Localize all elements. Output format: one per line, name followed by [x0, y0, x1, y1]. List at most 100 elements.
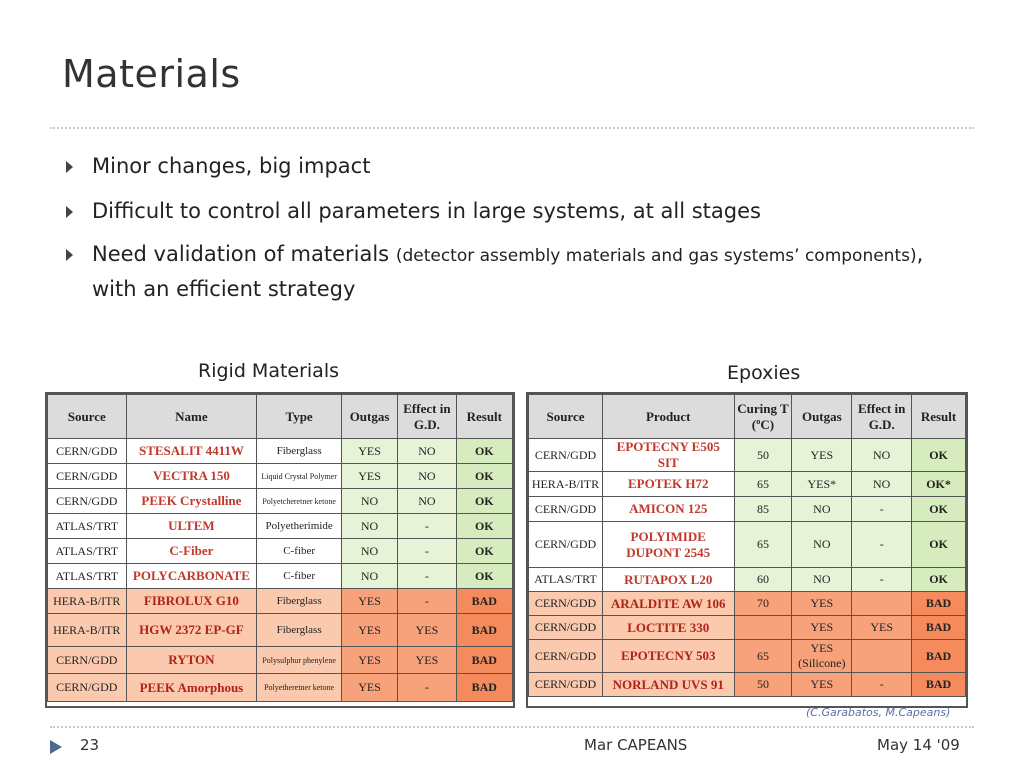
- table-row: ATLAS/TRT POLYCARBONATE C-fiber NO - OK: [47, 563, 514, 589]
- cell-outgas: YES*: [791, 471, 853, 497]
- cell-type: Polysulphur phenylene: [256, 646, 342, 674]
- cell-effect: -: [397, 538, 457, 564]
- header-result: Result: [911, 394, 966, 439]
- table-row: ATLAS/TRT ULTEM Polyetherimide NO - OK: [47, 513, 514, 539]
- table-row: CERN/GDD PEEK Amorphous Polyetheretner ket…: [47, 673, 514, 702]
- table-row: ATLAS/TRT C-Fiber C-fiber NO - OK: [47, 538, 514, 564]
- cell-outgas: YES: [340, 588, 399, 614]
- cell-source: CERN/GDD: [47, 673, 127, 702]
- cell-outgas: YES: [791, 615, 853, 640]
- cell-result: OK: [911, 438, 966, 472]
- cell-type: Fiberglass: [256, 438, 342, 464]
- cell-result: OK: [911, 496, 966, 522]
- footer-author: Mar CAPEANS: [584, 736, 688, 754]
- cell-outgas: YES: [791, 591, 853, 616]
- cell-outgas: YES: [340, 613, 399, 647]
- cell-curing: 60: [733, 567, 793, 592]
- cell-type: Polyetherimide: [256, 513, 342, 539]
- cell-result: BAD: [911, 639, 966, 673]
- cell-effect: NO: [397, 488, 457, 514]
- cell-source: CERN/GDD: [528, 591, 603, 616]
- cell-outgas: YES: [340, 646, 399, 674]
- cell-product: RUTAPOX L20: [601, 567, 735, 592]
- table-row: HERA-B/ITR HGW 2372 EP-GF Fiberglass YES YES…: [47, 613, 514, 647]
- cell-source: CERN/GDD: [528, 639, 603, 673]
- cell-effect: -: [397, 588, 457, 614]
- cell-type: Polyetheretner ketone: [256, 673, 342, 702]
- cell-product: AMICON 125: [601, 496, 735, 522]
- cell-type: C-fiber: [256, 563, 342, 589]
- cell-source: ATLAS/TRT: [47, 563, 127, 589]
- cell-product: EPOTECNY E505 SIT: [601, 438, 735, 472]
- cell-curing: 65: [733, 521, 793, 568]
- table-row: HERA-B/ITR FIBROLUX G10 Fiberglass YES - BAD: [47, 588, 514, 614]
- cell-result: OK: [455, 563, 514, 589]
- table-row: CERN/GDD AMICON 125 85 NO - OK: [528, 496, 966, 522]
- cell-result: OK: [455, 438, 514, 464]
- cell-name: STESALIT 4411W: [125, 438, 258, 464]
- table-row: CERN/GDD RYTON Polysulphur phenylene YES YES…: [47, 646, 514, 674]
- bullet-item: Difficult to control all parameters in l…: [66, 195, 761, 228]
- cell-result: OK: [911, 567, 966, 592]
- cell-result: BAD: [911, 672, 966, 697]
- header-source: Source: [528, 394, 603, 439]
- cell-source: CERN/GDD: [528, 438, 603, 472]
- cell-name: VECTRA 150: [125, 463, 258, 489]
- header-curing: Curing T (ºC): [733, 394, 793, 439]
- cell-effect: YES: [851, 615, 913, 640]
- epoxies-table: Source Product Curing T (ºC) Outgas Effe…: [528, 394, 966, 697]
- cell-source: CERN/GDD: [47, 646, 127, 674]
- table-row: CERN/GDD EPOTECNY E505 SIT 50 YES NO OK: [528, 438, 966, 472]
- cell-product: ARALDITE AW 106: [601, 591, 735, 616]
- header-name: Name: [125, 394, 258, 439]
- table-header-row: Source Product Curing T (ºC) Outgas Effe…: [528, 394, 966, 439]
- cell-product: LOCTITE 330: [601, 615, 735, 640]
- cell-type: Liquid Crystal Polymer: [256, 463, 342, 489]
- cell-outgas: NO: [791, 567, 853, 592]
- footer-arrow-icon: [50, 740, 62, 754]
- cell-effect: [851, 591, 913, 616]
- bullet-item: Minor changes, big impact: [66, 150, 370, 183]
- cell-source: ATLAS/TRT: [47, 513, 127, 539]
- cell-effect: NO: [851, 438, 913, 472]
- cell-source: HERA-B/ITR: [47, 588, 127, 614]
- cell-source: CERN/GDD: [528, 496, 603, 522]
- bullet-text-tail: , with an efficient strategy: [92, 242, 924, 301]
- rigid-materials-table: Source Name Type Outgas Effect in G.D. R…: [47, 394, 514, 702]
- table-row: CERN/GDD VECTRA 150 Liquid Crystal Polymer…: [47, 463, 514, 489]
- cell-name: HGW 2372 EP-GF: [125, 613, 258, 647]
- credit-note: (C.Garabatos, M.Capeans): [806, 706, 951, 719]
- cell-result: OK: [455, 463, 514, 489]
- cell-outgas: YES: [340, 463, 399, 489]
- cell-outgas: YES: [340, 438, 399, 464]
- cell-source: ATLAS/TRT: [528, 567, 603, 592]
- cell-type: Polyetcheretner ketone: [256, 488, 342, 514]
- table-row: HERA-B/ITR EPOTEK H72 65 YES* NO OK*: [528, 471, 966, 497]
- bullet-text: Difficult to control all parameters in l…: [92, 199, 761, 223]
- cell-effect: NO: [397, 463, 457, 489]
- cell-effect: -: [851, 521, 913, 568]
- table-row: CERN/GDD EPOTECNY 503 65 YES (Silicone) BAD: [528, 639, 966, 673]
- cell-source: CERN/GDD: [47, 463, 127, 489]
- cell-effect: NO: [851, 471, 913, 497]
- cell-result: BAD: [455, 613, 514, 647]
- cell-result: OK: [911, 521, 966, 568]
- cell-effect: [851, 639, 913, 673]
- cell-effect: -: [397, 673, 457, 702]
- cell-effect: NO: [397, 438, 457, 464]
- epoxies-caption: Epoxies: [727, 362, 801, 384]
- header-outgas: Outgas: [340, 394, 399, 439]
- cell-curing: 70: [733, 591, 793, 616]
- cell-outgas: YES (Silicone): [791, 639, 853, 673]
- cell-curing: 50: [733, 438, 793, 472]
- cell-source: CERN/GDD: [47, 438, 127, 464]
- bullet-text: Minor changes, big impact: [92, 154, 371, 178]
- rigid-materials-caption: Rigid Materials: [198, 360, 340, 382]
- cell-outgas: YES: [791, 672, 853, 697]
- bullet-text-lead: Need validation of materials: [92, 242, 396, 266]
- bullet-arrow-icon: [66, 206, 73, 218]
- bullet-item: Need validation of materials (detector a…: [66, 238, 952, 306]
- cell-curing: 65: [733, 471, 793, 497]
- cell-name: PEEK Crystalline: [125, 488, 258, 514]
- bullet-arrow-icon: [66, 249, 73, 261]
